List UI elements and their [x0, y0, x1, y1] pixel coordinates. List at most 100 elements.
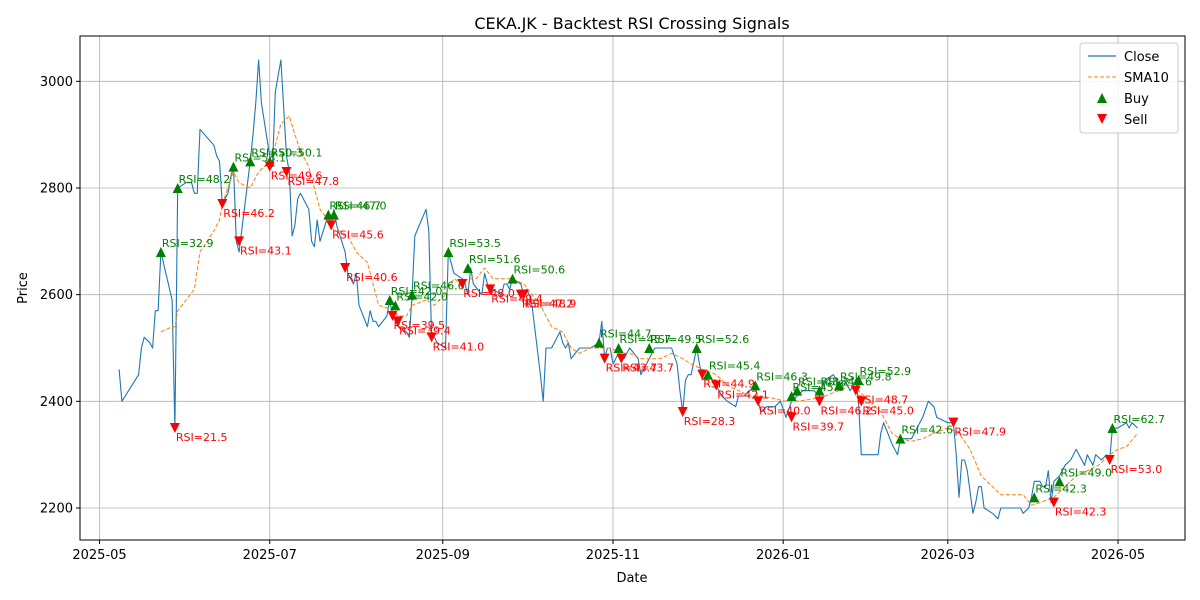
close-price-line: [118, 59, 1138, 520]
sell-rsi-label: RSI=39.5: [394, 319, 446, 332]
y-axis-title: Price: [16, 272, 31, 304]
buy-marker: [1029, 492, 1040, 503]
y-tick-label: 2600: [40, 288, 73, 303]
buy-marker: [1107, 423, 1118, 433]
buy-rsi-label: RSI=49.0: [1060, 466, 1112, 479]
buy-marker: [833, 380, 844, 391]
sell-rsi-label: RSI=48.9: [525, 298, 577, 311]
sell-rsi-label: RSI=39.4: [399, 324, 451, 337]
sell-rsi-label: RSI=48.0: [463, 287, 515, 300]
x-tick-label: 2025-09: [416, 548, 470, 563]
x-tick-label: 2025-05: [72, 548, 126, 563]
sell-rsi-label: RSI=42.3: [1055, 506, 1107, 519]
buy-rsi-label: RSI=45.4: [709, 360, 761, 373]
grid: [80, 36, 1185, 540]
sell-marker: [786, 412, 797, 423]
sell-rsi-label: RSI=53.0: [1111, 463, 1163, 476]
sell-rsi-label: RSI=45.0: [862, 404, 914, 417]
sell-marker: [281, 167, 292, 177]
sell-marker: [1104, 455, 1115, 465]
y-axis: 2200 2400 2600 2800 3000: [40, 75, 80, 517]
x-axis: 2025-05 2025-07 2025-09 2025-11 2026-01 2026-…: [72, 540, 1145, 563]
sell-marker: [1048, 497, 1059, 508]
sell-rsi-label: RSI=41.0: [433, 340, 485, 353]
buy-marker: [691, 343, 702, 353]
buy-rsi-label: RSI=52.6: [698, 333, 750, 346]
buy-rsi-label: RSI=62.7: [1113, 413, 1165, 426]
buy-marker: [328, 209, 339, 220]
sell-rsi-label: RSI=47.9: [954, 426, 1006, 439]
x-tick-label: 2025-07: [243, 548, 297, 563]
buy-marker: [814, 385, 825, 396]
sell-rsi-label: RSI=47.2: [522, 298, 574, 311]
sell-marker: [948, 417, 959, 428]
buy-marker: [853, 375, 864, 385]
x-tick-label: 2026-05: [1091, 548, 1145, 563]
buy-marker: [895, 433, 906, 444]
sell-marker: [393, 316, 404, 327]
y-tick-label: 2400: [40, 395, 73, 410]
legend-buy-marker: [1097, 93, 1107, 103]
buy-rsi-label: RSI=45.7: [620, 333, 672, 346]
buy-marker: [594, 337, 605, 348]
buy-marker: [462, 263, 473, 273]
sell-marker: [387, 311, 398, 321]
buy-marker: [172, 183, 183, 193]
buy-marker: [245, 156, 256, 167]
buy-rsi-label: RSI=42.3: [1035, 482, 1087, 495]
sell-rsi-label: RSI=46.2: [223, 207, 275, 220]
buy-rsi-label: RSI=50.6: [514, 264, 566, 277]
sell-rsi-label: RSI=48.7: [857, 394, 909, 407]
sell-rsi-label: RSI=43.7: [606, 362, 658, 375]
buy-rsi-label: RSI=46.3: [756, 370, 808, 383]
x-axis-title: Date: [616, 571, 647, 586]
buy-rsi-label: RSI=53.1: [234, 152, 286, 165]
buy-marker: [228, 161, 239, 172]
sell-rsi-label: RSI=46.2: [820, 404, 872, 417]
buy-rsi-label: RSI=49.8: [840, 370, 892, 383]
buy-rsi-label: RSI=46.7: [329, 200, 381, 213]
buy-marker: [750, 380, 761, 391]
legend-sell-label: Sell: [1124, 113, 1147, 128]
buy-marker: [702, 369, 713, 380]
chart-title: CEKA.JK - Backtest RSI Crossing Signals: [474, 14, 789, 33]
buy-marker: [613, 343, 624, 353]
sell-rsi-label: RSI=39.7: [793, 420, 845, 433]
sell-rsi-label: RSI=47.8: [287, 175, 339, 188]
sell-marker: [485, 284, 496, 295]
sell-marker: [677, 407, 688, 417]
buy-rsi-label: RSI=52.9: [860, 365, 912, 378]
sell-marker: [326, 220, 337, 231]
sma10-line: [160, 115, 1138, 506]
buy-rsi-label: RSI=42.0: [391, 285, 443, 298]
buy-marker: [507, 273, 518, 284]
legend-close-label: Close: [1124, 50, 1159, 65]
buy-rsi-label: RSI=46.6: [413, 280, 465, 293]
legend-buy-label: Buy: [1124, 92, 1149, 107]
legend-sma10-label: SMA10: [1124, 71, 1169, 86]
sell-marker: [814, 396, 825, 407]
buy-marker: [155, 247, 166, 257]
sell-marker: [753, 396, 764, 407]
legend-box: [1079, 42, 1179, 134]
series-layer: [118, 59, 1138, 520]
sell-marker: [169, 423, 180, 433]
y-tick-label: 3000: [40, 75, 73, 90]
sell-rsi-label: RSI=21.5: [176, 431, 228, 444]
sell-rsi-label: RSI=43.7: [622, 362, 674, 375]
sell-rsi-label: RSI=40.0: [759, 404, 811, 417]
y-tick-label: 2200: [40, 502, 73, 517]
buy-marker: [786, 391, 797, 401]
sell-marker: [264, 161, 275, 172]
buy-rsi-label: RSI=42.6: [901, 424, 953, 437]
buy-rsi-label: RSI=32.9: [162, 237, 214, 250]
buy-marker: [792, 385, 803, 396]
sell-marker: [856, 396, 867, 407]
legend: Close SMA10 Buy Sell: [1079, 42, 1179, 134]
buy-rsi-label: RSI=45.0: [793, 381, 845, 394]
plot-frame: [79, 35, 1186, 541]
sell-rsi-label: RSI=49.4: [491, 292, 543, 305]
legend-sell-marker: [1097, 114, 1107, 124]
